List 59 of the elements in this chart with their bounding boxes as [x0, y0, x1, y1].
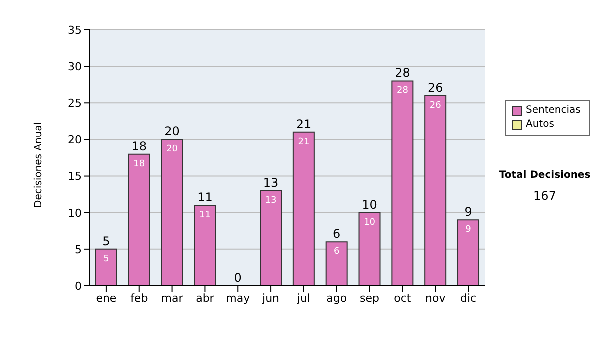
- total-label: 13: [263, 176, 279, 190]
- y-tick-label: 35: [68, 24, 82, 37]
- data-label: 18: [134, 159, 146, 170]
- x-tick-label: abr: [196, 292, 215, 305]
- total-label: 10: [362, 198, 378, 212]
- x-tick-label: may: [226, 292, 251, 305]
- x-tick-label: feb: [130, 292, 148, 305]
- y-tick-label: 5: [75, 243, 82, 256]
- legend-label: Autos: [526, 118, 554, 132]
- total-label: 9: [464, 205, 472, 220]
- x-tick-label: ago: [326, 292, 348, 305]
- bar: [128, 154, 150, 286]
- total-label: 5: [102, 234, 110, 248]
- total-label: 26: [428, 80, 444, 95]
- text: 167: [532, 189, 558, 203]
- x-tick-label: dic: [460, 292, 477, 305]
- text: Total Decisiones: [498, 170, 592, 181]
- data-label: 20: [166, 144, 178, 155]
- y-tick-label: 30: [68, 60, 82, 74]
- x-tick-label: jul: [296, 292, 311, 305]
- bar: [392, 80, 414, 286]
- y-tick-label: 20: [68, 134, 82, 147]
- total-label: 18: [132, 139, 148, 154]
- x-tick-label: jun: [262, 292, 280, 305]
- bar: [292, 132, 315, 286]
- y-tick-label: 10: [68, 206, 82, 220]
- x-tick-label: oct: [394, 292, 412, 305]
- data-label: 28: [396, 86, 409, 96]
- y-tick-label: 0: [75, 280, 82, 293]
- data-label: 9: [466, 225, 472, 236]
- x-tick-label: sep: [360, 292, 380, 305]
- bar: [260, 190, 282, 286]
- bar: [95, 248, 118, 286]
- total-label: 21: [296, 117, 312, 132]
- bar: [161, 139, 184, 286]
- data-label: 26: [430, 100, 442, 111]
- data-label: 10: [364, 218, 376, 228]
- bar: [424, 95, 447, 286]
- y-tick-label: 15: [68, 170, 82, 184]
- data-label: 13: [265, 196, 277, 206]
- total-label: 11: [198, 190, 213, 205]
- total-label: 20: [164, 124, 180, 139]
- x-tick-label: nov: [426, 292, 446, 305]
- data-label: 5: [104, 254, 110, 264]
- x-tick-label: ene: [96, 292, 117, 305]
- data-label: 21: [298, 137, 310, 148]
- data-label: 6: [334, 247, 340, 258]
- y-tick-label: 25: [68, 97, 82, 110]
- total-label: 6: [333, 227, 341, 242]
- legend-label: Sentencias: [526, 104, 581, 118]
- total-label: 0: [234, 271, 242, 285]
- bar: [458, 220, 480, 286]
- y-axis-title: Decisiones Anual: [34, 122, 45, 208]
- data-label: 11: [199, 210, 211, 221]
- bar: [326, 242, 348, 286]
- bar: [358, 212, 381, 286]
- x-tick-label: mar: [161, 292, 184, 305]
- total-label: 28: [395, 66, 410, 80]
- bar: [194, 205, 216, 286]
